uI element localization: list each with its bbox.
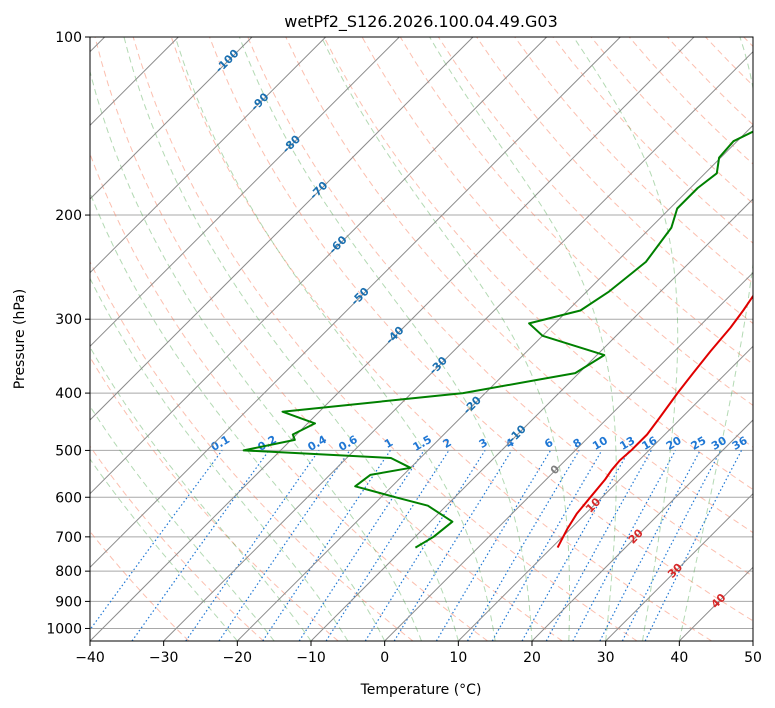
isotherm-line bbox=[90, 37, 253, 200]
x-axis-label: Temperature (°C) bbox=[360, 682, 482, 698]
y-tick-label: 200 bbox=[55, 208, 82, 224]
dry-adiabat-line bbox=[90, 356, 339, 641]
y-tick-label: 600 bbox=[55, 490, 82, 506]
y-tick-label: 500 bbox=[55, 443, 82, 459]
temperature-profile bbox=[556, 294, 753, 549]
dry-adiabat-line bbox=[90, 530, 190, 641]
isotherm-line bbox=[163, 50, 753, 641]
chart-title: wetPf2_S126.2026.100.04.49.G03 bbox=[284, 12, 558, 32]
mixing-ratio-line bbox=[644, 450, 743, 641]
y-tick-label: 400 bbox=[55, 386, 82, 402]
y-axis-label: Pressure (hPa) bbox=[12, 289, 28, 389]
mixing-ratio-line bbox=[298, 450, 425, 641]
mixing-ratio-line bbox=[325, 450, 450, 641]
mixing-ratio-line bbox=[599, 450, 701, 641]
y-tick-label: 900 bbox=[55, 594, 82, 610]
isotherm-line bbox=[310, 198, 753, 641]
dry-adiabat-line bbox=[437, 37, 753, 365]
dewpoint-profile bbox=[242, 130, 753, 549]
mixing-ratio-line bbox=[435, 450, 552, 641]
x-tick-label: −30 bbox=[149, 650, 179, 666]
isotherm-line bbox=[384, 271, 753, 641]
moist-adiabat-line bbox=[321, 37, 571, 641]
isotherm-line bbox=[90, 37, 548, 495]
x-tick-label: −20 bbox=[223, 650, 253, 666]
y-tick-label: 800 bbox=[55, 564, 82, 580]
mixing-ratio-line bbox=[621, 450, 722, 641]
mixing-ratio-line bbox=[545, 450, 652, 641]
mixing-ratio-line bbox=[218, 450, 351, 641]
y-tick-label: 100 bbox=[55, 30, 82, 46]
isotherm-line bbox=[678, 566, 753, 641]
mixing-ratio-line bbox=[521, 450, 630, 641]
moist-adiabat-line bbox=[678, 37, 753, 641]
dry-adiabat-line bbox=[705, 37, 753, 87]
mixing-ratio-line bbox=[90, 450, 223, 631]
x-tick-label: 50 bbox=[744, 650, 762, 666]
dry-adiabat-line bbox=[90, 445, 264, 641]
moist-adiabat-line bbox=[123, 37, 459, 641]
mixing-ratio-line bbox=[364, 450, 486, 641]
moist-adiabat-line bbox=[174, 37, 496, 641]
isotherm-line bbox=[752, 640, 753, 641]
x-tick-label: −10 bbox=[296, 650, 326, 666]
isotherm-line bbox=[90, 37, 327, 274]
x-tick-label: 0 bbox=[380, 650, 389, 666]
x-tick-label: 10 bbox=[449, 650, 467, 666]
moist-adiabat-line bbox=[90, 346, 312, 641]
x-tick-label: 40 bbox=[670, 650, 688, 666]
dry-adiabat-line bbox=[514, 37, 753, 284]
moist-adiabat-line bbox=[90, 458, 238, 641]
mixing-ratio-line bbox=[466, 450, 580, 641]
x-tick-label: −40 bbox=[75, 650, 105, 666]
plot-frame bbox=[89, 36, 754, 642]
y-tick-label: 300 bbox=[55, 312, 82, 328]
mixing-ratio-line bbox=[185, 450, 320, 641]
dry-adiabat-line bbox=[247, 37, 753, 577]
x-tick-label: 20 bbox=[523, 650, 541, 666]
dry-adiabat-line bbox=[590, 37, 753, 205]
isotherm-line bbox=[531, 419, 753, 641]
moist-adiabat-line bbox=[429, 37, 617, 641]
moist-adiabat-line bbox=[238, 37, 533, 641]
moist-adiabat-line bbox=[90, 405, 275, 641]
isotherm-line bbox=[605, 492, 753, 641]
mixing-ratio-label: 6 bbox=[542, 436, 555, 451]
x-tick-label: 30 bbox=[597, 650, 615, 666]
mixing-ratio-line bbox=[572, 450, 677, 641]
dry-adiabat-line bbox=[90, 152, 488, 641]
isotherm-line bbox=[90, 37, 621, 569]
dry-adiabat-line bbox=[743, 37, 753, 48]
moist-adiabat-line bbox=[90, 277, 349, 641]
isotherm-line bbox=[90, 37, 474, 421]
dry-adiabat-line bbox=[132, 37, 638, 641]
dry-adiabat-line bbox=[209, 37, 753, 622]
isotherm-line bbox=[90, 37, 695, 641]
isotherm-line bbox=[457, 345, 753, 641]
dry-adiabat-line bbox=[323, 37, 753, 491]
dry-adiabat-line bbox=[285, 37, 753, 534]
dry-adiabat-line bbox=[476, 37, 753, 325]
dry-adiabat-line bbox=[90, 260, 414, 641]
dry-adiabat-line bbox=[170, 37, 712, 641]
y-tick-label: 1000 bbox=[46, 621, 82, 637]
moist-adiabat-line bbox=[90, 191, 386, 641]
y-tick-label: 700 bbox=[55, 530, 82, 546]
moist-adiabat-line bbox=[90, 69, 422, 641]
isotherm-line bbox=[90, 37, 400, 348]
dry-adiabat-line bbox=[94, 37, 563, 641]
moist-adiabat-line bbox=[573, 37, 679, 641]
mixing-ratio-line bbox=[393, 450, 513, 641]
mixing-ratio-label: 2 bbox=[441, 436, 454, 451]
mixing-ratio-line bbox=[262, 450, 391, 641]
isotherm-label: 10 bbox=[583, 495, 603, 515]
dry-adiabat-line bbox=[552, 37, 753, 244]
